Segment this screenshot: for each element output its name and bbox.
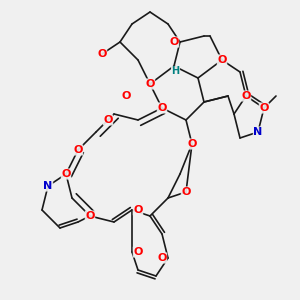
Text: N: N [254, 127, 262, 137]
Text: O: O [181, 187, 191, 197]
Text: O: O [61, 169, 71, 179]
Text: O: O [73, 145, 83, 155]
Text: O: O [103, 115, 113, 125]
Text: O: O [121, 91, 131, 101]
Text: O: O [85, 211, 95, 221]
Text: O: O [217, 55, 227, 65]
Text: N: N [44, 181, 52, 191]
Text: O: O [157, 253, 167, 263]
Text: O: O [97, 49, 107, 59]
Text: O: O [241, 91, 251, 101]
Text: O: O [169, 37, 179, 47]
Text: O: O [187, 139, 197, 149]
Text: O: O [259, 103, 269, 113]
Text: O: O [133, 247, 143, 257]
Text: O: O [157, 103, 167, 113]
Text: H: H [171, 66, 180, 76]
Text: O: O [133, 205, 143, 215]
Text: O: O [145, 79, 155, 89]
